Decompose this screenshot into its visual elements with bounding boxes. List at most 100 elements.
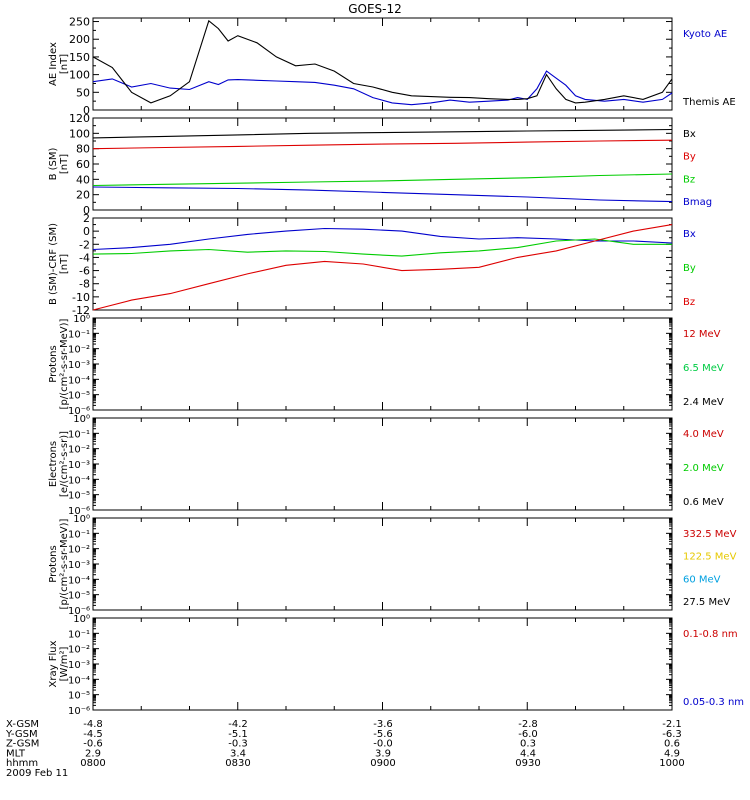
y-tick-label: 150 — [69, 51, 90, 64]
y-tick-label: 0 — [83, 104, 90, 117]
x-axis-value: 0800 — [80, 758, 105, 769]
y-axis-label-line: Protons — [48, 345, 59, 382]
x-axis-value: 0900 — [370, 758, 395, 769]
x-axis-value: 3.9 — [375, 748, 391, 759]
y-tick-label: 10⁻² — [68, 645, 90, 656]
legend-entry: 60 MeV — [683, 574, 721, 585]
y-tick-label: 40 — [76, 173, 90, 186]
x-axis-value: -2.1 — [662, 719, 682, 730]
x-axis-value: 4.4 — [520, 748, 536, 759]
y-tick-label: 10⁻⁴ — [68, 575, 90, 586]
y-tick-label: 10⁻⁶ — [68, 606, 90, 617]
series-line-themis-ae — [92, 19, 673, 104]
legend-entry: Bz — [683, 297, 695, 308]
series-line-bz — [92, 224, 673, 311]
x-axis-value: 3.4 — [230, 748, 246, 759]
legend-entry: 2.4 MeV — [683, 397, 724, 408]
y-tick-label: -8 — [79, 278, 90, 291]
x-axis-value: -5.6 — [373, 729, 393, 740]
panel-frame — [92, 17, 673, 111]
x-axis-value: 4.9 — [664, 748, 680, 759]
y-axis-label: Electrons[e/(cm²-s-sr)] — [48, 431, 70, 497]
panel-ae: 0 50 100 150 200 250 AE Index[nT] Kyoto AE Themi… — [48, 16, 736, 117]
y-tick-label: 10⁻⁵ — [68, 591, 90, 602]
y-axis-label-line: [p/(cm²-s-sr-MeV)] — [59, 318, 70, 409]
legend-entry: Bmag — [683, 197, 712, 208]
panel-frame — [92, 217, 673, 311]
x-axis-value: 0.6 — [664, 739, 680, 750]
x-axis-value: -0.6 — [83, 739, 103, 750]
y-tick-label: 10⁻¹ — [68, 429, 90, 440]
y-tick-label: 10⁰ — [73, 314, 90, 325]
y-tick-label: 10⁻⁴ — [68, 475, 90, 486]
legend-entry: Bx — [683, 129, 696, 140]
panel-protons: 10⁻⁶10⁻⁵10⁻⁴10⁻³10⁻²10⁻¹10⁰Protons[p/(cm… — [48, 314, 724, 417]
x-axis-value: -0.0 — [373, 739, 393, 750]
y-tick-label: 50 — [76, 86, 90, 99]
x-axis-value: -5.1 — [228, 729, 248, 740]
y-tick-label: 10⁻³ — [68, 560, 90, 571]
y-axis-label-line: Electrons — [48, 441, 59, 487]
y-tick-label: -4 — [79, 251, 90, 264]
legend-entry: Bz — [683, 174, 695, 185]
y-tick-label: 10⁻⁴ — [68, 375, 90, 386]
y-axis-label-line: Xray Flux — [48, 640, 59, 687]
legend-entry: 0.1-0.8 nm — [683, 629, 738, 640]
y-axis-label-line: [e/(cm²-s-sr)] — [59, 431, 70, 497]
legend-entry: By — [683, 152, 696, 163]
y-tick-label: 10⁻² — [68, 345, 90, 356]
x-axis-value: 0830 — [225, 758, 250, 769]
legend-entry: Bx — [683, 229, 696, 240]
legend-entry: Kyoto AE — [683, 29, 727, 40]
y-tick-label: 10⁻² — [68, 445, 90, 456]
y-tick-label: 10⁻⁵ — [68, 391, 90, 402]
y-tick-label: 250 — [69, 16, 90, 29]
panel-electrons: 10⁻⁶10⁻⁵10⁻⁴10⁻³10⁻²10⁻¹10⁰Electrons[e/(… — [48, 414, 724, 517]
y-axis-label-line: [nT] — [59, 54, 70, 74]
y-tick-label: 10⁻⁴ — [68, 675, 90, 686]
y-tick-label: 10⁻¹ — [68, 629, 90, 640]
legend-entry: 0.05-0.3 nm — [683, 697, 744, 708]
x-axis-value: -4.2 — [228, 719, 248, 730]
legend-entry: 12 MeV — [683, 329, 721, 340]
legend-entry: 332.5 MeV — [683, 529, 737, 540]
y-axis-label-line: B (SM)-CRF (SM) — [48, 223, 59, 305]
panel-frame — [92, 517, 673, 611]
y-axis-label: B (SM)-CRF (SM)[nT] — [48, 223, 70, 305]
x-axis-value: 1000 — [659, 758, 684, 769]
y-tick-label: 10⁰ — [73, 414, 90, 425]
y-tick-label: 10⁻³ — [68, 660, 90, 671]
y-axis-label-line: Protons — [48, 545, 59, 582]
y-tick-label: 10⁻⁵ — [68, 691, 90, 702]
legend-entry: 27.5 MeV — [683, 597, 730, 608]
series-line-bz — [92, 173, 673, 187]
y-tick-label: -2 — [79, 238, 90, 251]
chart-title: GOES-12 — [348, 2, 402, 16]
panel-frame — [92, 617, 673, 711]
y-tick-label: 10⁻⁶ — [68, 506, 90, 517]
y-axis-label-line: [W/m²] — [59, 646, 70, 681]
x-axis-value: -4.8 — [83, 719, 103, 730]
x-axis-table: X-GSM -4.8 -4.2 -3.6 -2.8 -2.1 Y-GSM -4.5 -5.1 -5… — [5, 719, 685, 779]
legend-entry: 2.0 MeV — [683, 463, 724, 474]
y-tick-label: 0 — [83, 225, 90, 238]
y-tick-label: 2 — [83, 212, 90, 225]
panel-frame — [92, 417, 673, 511]
y-axis-label-line: [nT] — [59, 154, 70, 174]
x-axis-value: 2.9 — [85, 748, 101, 759]
y-tick-label: -6 — [79, 265, 90, 278]
x-axis-row-label: Y-GSM — [5, 729, 38, 740]
legend-entry: 0.6 MeV — [683, 497, 724, 508]
legend-entry: Themis AE — [682, 97, 736, 108]
y-tick-label: 10⁻³ — [68, 460, 90, 471]
x-axis-value: 0.3 — [520, 739, 536, 750]
series-line-by — [92, 238, 672, 257]
x-axis-value: -3.6 — [373, 719, 393, 730]
legend-entry: 6.5 MeV — [683, 363, 724, 374]
x-axis-value: -0.3 — [228, 739, 248, 750]
y-tick-label: 100 — [69, 69, 90, 82]
y-tick-label: 80 — [76, 143, 90, 156]
x-axis-value: -4.5 — [83, 729, 103, 740]
y-tick-label: 10⁻¹ — [68, 529, 90, 540]
